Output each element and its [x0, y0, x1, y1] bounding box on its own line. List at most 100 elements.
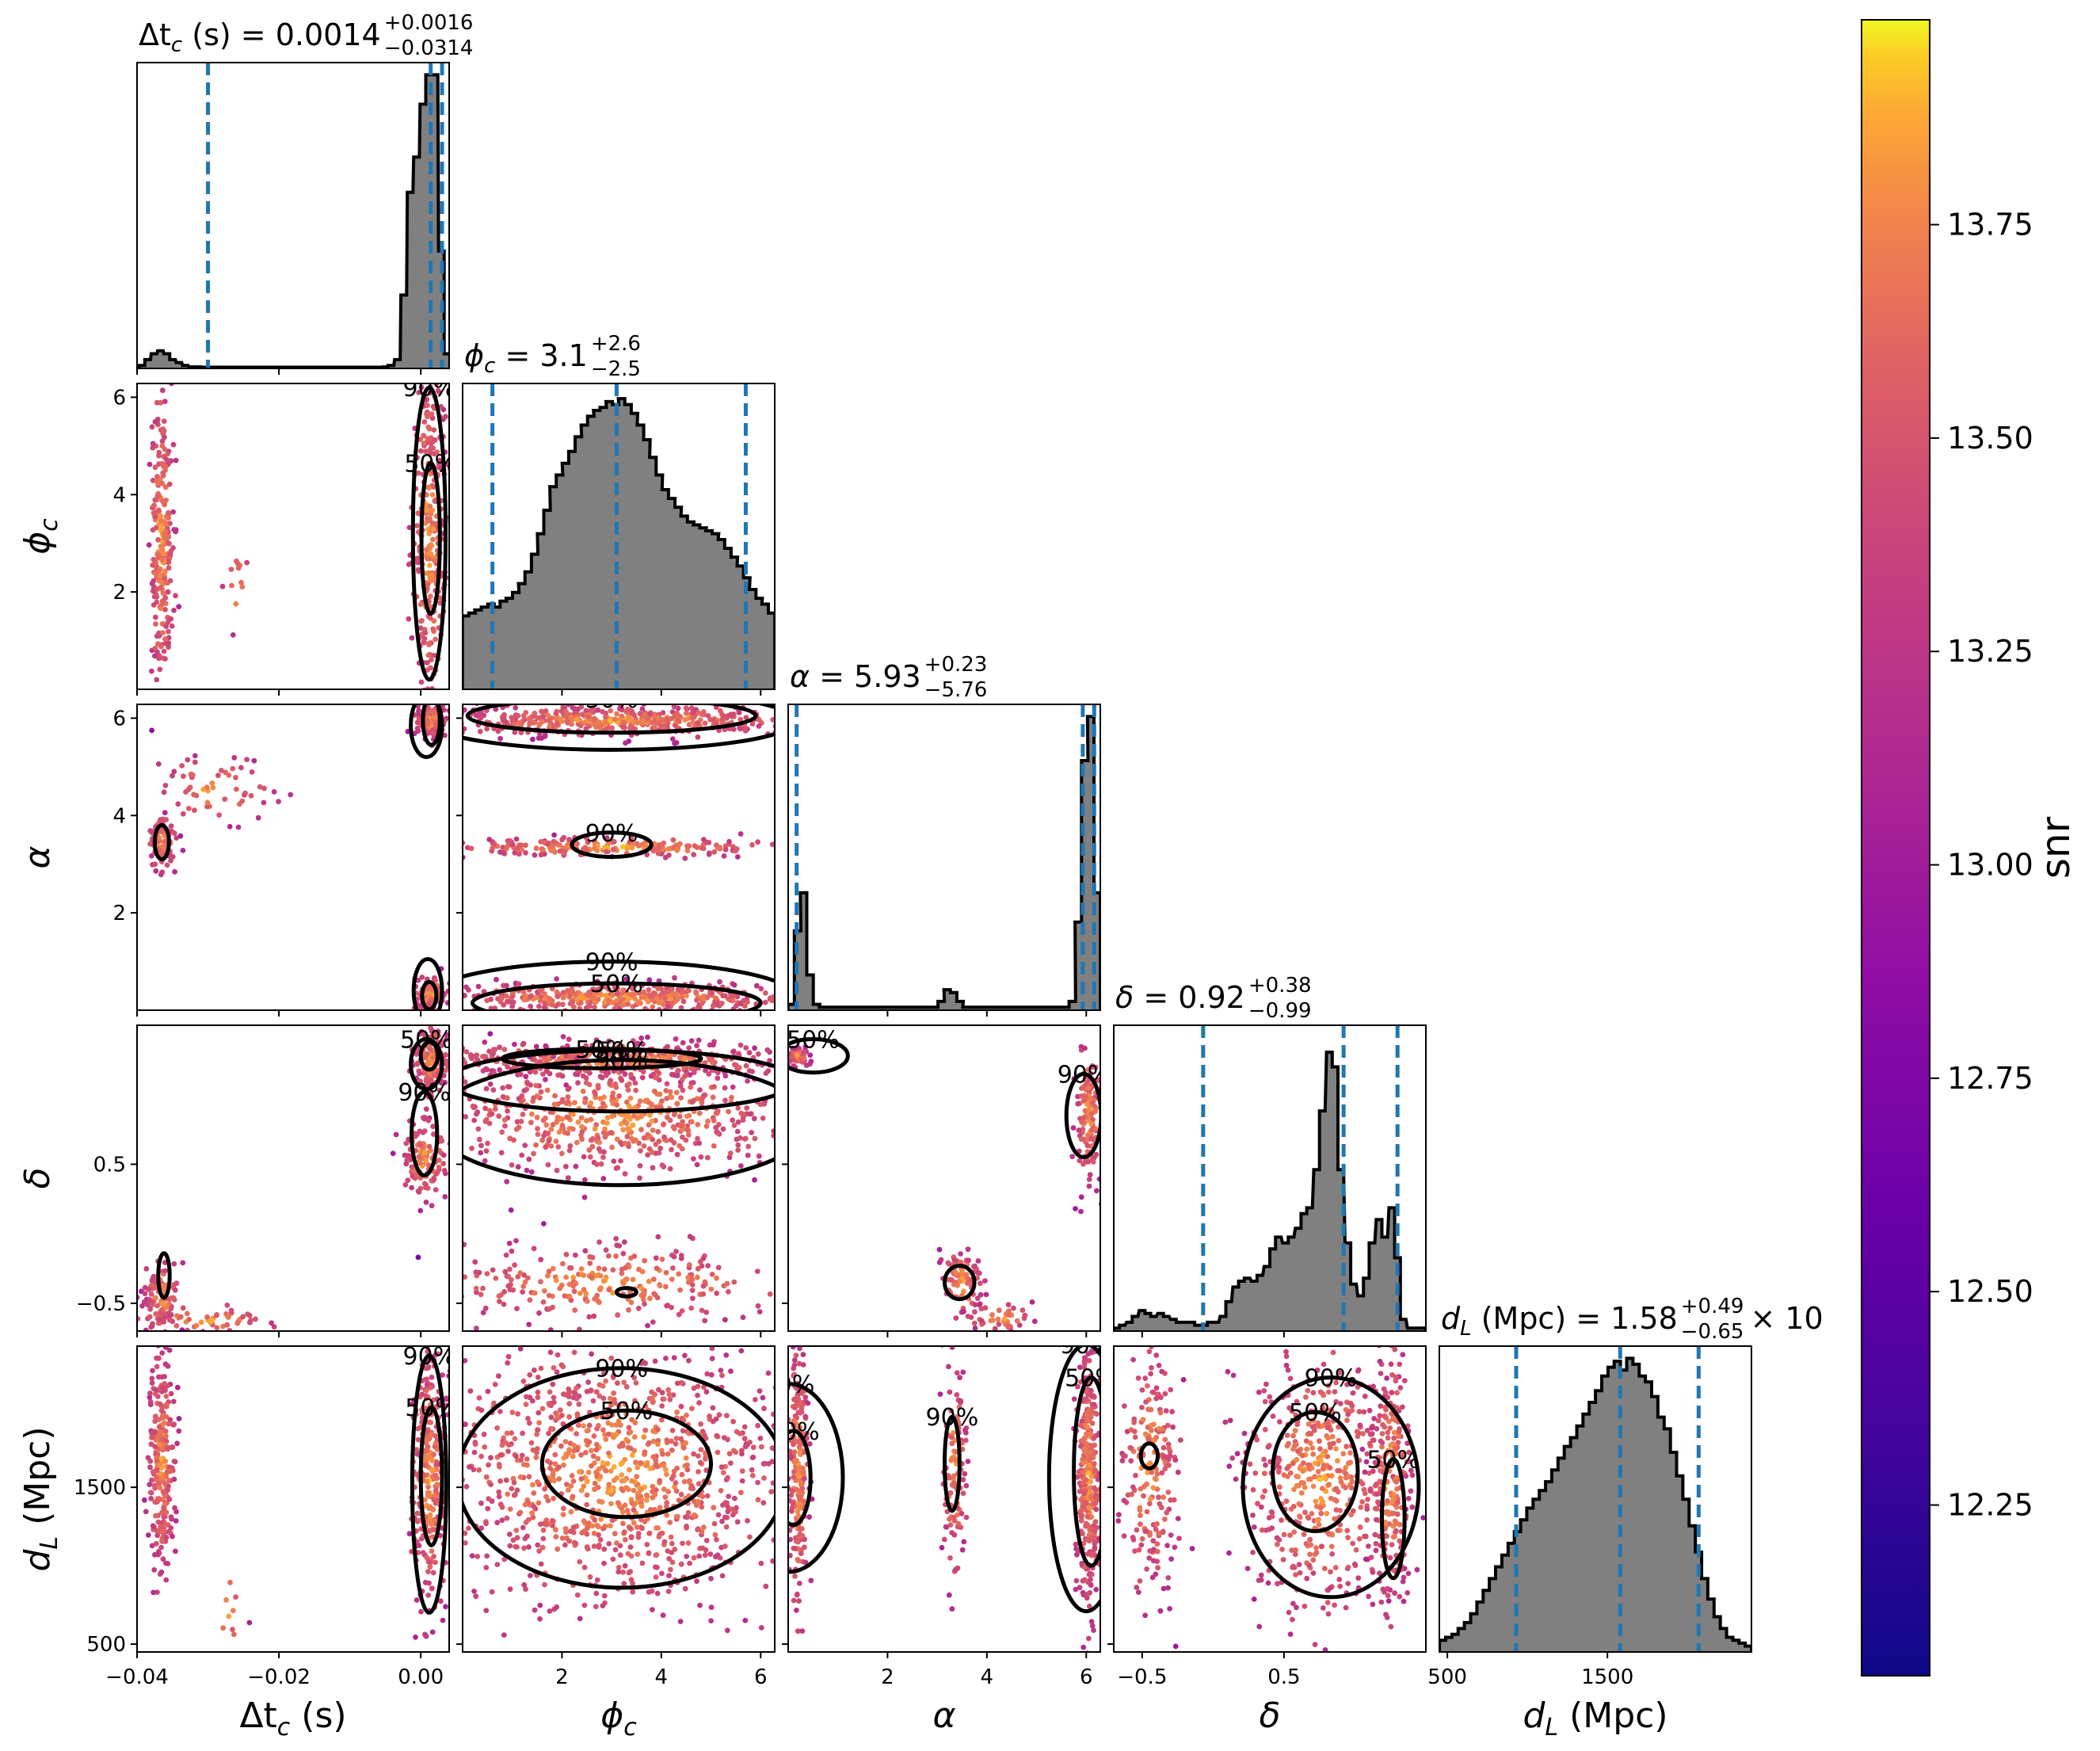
scatter-point: [432, 1493, 438, 1499]
scatter-point: [425, 1593, 431, 1598]
scatter-point: [615, 1312, 620, 1318]
panel-phic-vs-phic: [462, 383, 776, 696]
scatter-point: [439, 1043, 444, 1049]
scatter-point: [547, 723, 553, 729]
scatter-point: [434, 1319, 440, 1325]
scatter-point: [436, 1087, 443, 1093]
scatter-point: [654, 1068, 660, 1074]
scatter-point: [802, 1043, 809, 1050]
scatter-point: [548, 1126, 555, 1132]
contour-0: [788, 1037, 850, 1075]
scatter-point: [972, 1302, 978, 1308]
scatter-point: [646, 1278, 652, 1284]
scatter-point: [484, 1271, 490, 1276]
scatter-point: [542, 1055, 547, 1062]
scatter-point: [463, 1049, 470, 1055]
scatter-point: [632, 990, 638, 997]
scatter-point: [510, 1287, 516, 1293]
scatter-point: [621, 719, 627, 725]
scatter-point: [161, 375, 166, 380]
scatter-point: [1070, 1125, 1077, 1131]
scatter-point: [801, 1055, 807, 1061]
y-tick-label-alpha-0: 2: [112, 902, 126, 925]
scatter-point: [679, 994, 685, 1000]
scatter-point: [147, 828, 154, 834]
scatter-point: [160, 816, 166, 822]
scatter-point: [761, 1101, 768, 1107]
scatter-point: [1086, 1183, 1092, 1189]
scatter-point: [501, 1117, 508, 1123]
scatter-point: [158, 544, 164, 549]
scatter-point: [162, 464, 169, 469]
scatter-point: [179, 1327, 185, 1331]
scatter-point: [414, 1060, 420, 1066]
histogram-fill-phic: [463, 399, 775, 689]
scatter-point: [210, 784, 216, 791]
scatter-point: [677, 1287, 683, 1293]
scatter-point: [572, 1252, 578, 1258]
scatter-point: [470, 1103, 476, 1109]
scatter-point: [513, 836, 520, 842]
scatter-point: [154, 1496, 161, 1501]
scatter-point: [794, 1052, 800, 1059]
scatter-point: [506, 838, 513, 845]
scatter-point: [400, 858, 406, 864]
scatter-point: [646, 1122, 652, 1128]
scatter-point: [758, 986, 764, 992]
scatter-point: [395, 992, 401, 998]
scatter-point: [781, 985, 787, 990]
scatter-point: [151, 1589, 157, 1596]
scatter-point: [156, 655, 162, 662]
y-tick-label-phic-2: 6: [112, 386, 126, 410]
scatter-point: [755, 1051, 761, 1057]
scatter-point: [516, 851, 522, 857]
scatter-point: [438, 1598, 444, 1604]
scatter-point: [616, 706, 623, 711]
scatter-point: [431, 709, 436, 715]
scatter-point: [501, 1288, 508, 1295]
scatter-point: [1075, 1101, 1081, 1107]
scatter-point: [424, 547, 429, 553]
scatter-point: [450, 1061, 455, 1066]
scatter-point: [505, 1108, 510, 1114]
scatter-point: [588, 1116, 594, 1123]
scatter-point: [581, 1194, 588, 1200]
scatter-point: [536, 722, 543, 728]
panel-frame: [462, 383, 776, 690]
scatter-point: [684, 993, 689, 999]
scatter-point: [425, 402, 430, 408]
scatter-point: [431, 451, 437, 457]
scatter-point: [224, 1303, 231, 1308]
scatter-point: [174, 1440, 181, 1447]
scatter-point: [430, 536, 436, 543]
scatter-point: [609, 1113, 615, 1120]
scatter-point: [620, 1280, 627, 1287]
scatter-point: [783, 1170, 788, 1176]
scatter-point: [417, 1031, 422, 1037]
contour-3: [156, 1251, 172, 1300]
scatter-point: [564, 843, 570, 849]
scatter-point: [1069, 1154, 1075, 1160]
scatter-point: [485, 1140, 490, 1146]
scatter-point: [162, 607, 168, 612]
scatter-point: [577, 1290, 583, 1296]
scatter-point: [482, 1040, 488, 1045]
scatter-point: [433, 1333, 438, 1339]
scatter-point: [554, 1120, 560, 1125]
scatter-point: [803, 1279, 809, 1284]
scatter-point: [159, 1538, 165, 1543]
scatter-point: [455, 1151, 460, 1157]
scatter-point: [671, 1253, 677, 1260]
scatter-point: [152, 1413, 158, 1420]
scatter-point: [721, 697, 726, 703]
scatter-point: [545, 712, 551, 719]
scatter-point: [543, 708, 549, 714]
scatter-point: [596, 1239, 602, 1246]
scatter-point: [429, 1028, 436, 1034]
scatter-point: [620, 987, 626, 994]
scatter-point: [749, 1069, 755, 1074]
scatter-point: [738, 1163, 744, 1169]
scatter-point: [418, 1608, 424, 1615]
scatter-point: [699, 1263, 705, 1269]
scatter-point: [438, 1080, 444, 1086]
